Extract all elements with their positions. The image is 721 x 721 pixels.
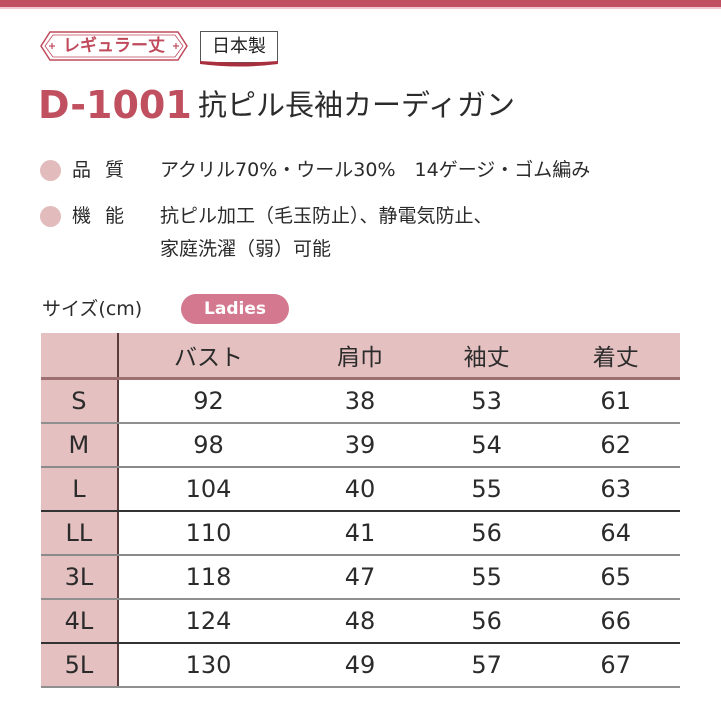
length-cell: 61: [551, 378, 680, 424]
size-unit-label: サイズ(cm): [42, 298, 143, 320]
table-row: 4L 124 48 56 66: [41, 599, 680, 644]
regular-length-badge: レギュラー丈: [40, 31, 188, 61]
table-row: L 104 40 55 63: [41, 467, 680, 512]
spec-value: アクリル70%・ウール30% 14ゲージ・ゴム編み: [160, 159, 591, 181]
spec-label: 機能: [72, 205, 139, 227]
table-row: LL 110 41 56 64: [41, 511, 680, 556]
spec-label: 品質: [72, 159, 139, 181]
length-cell: 65: [551, 555, 680, 600]
sleeve-cell: 53: [421, 378, 552, 424]
made-in-japan-badge: 日本製: [200, 31, 278, 69]
length-cell: 62: [551, 423, 680, 468]
regular-length-text: レギュラー丈: [63, 36, 165, 56]
table-row: M 98 39 54 62: [41, 423, 680, 468]
sleeve-cell: 56: [421, 511, 552, 556]
bust-cell: 92: [117, 378, 299, 424]
size-cell: 4L: [41, 599, 119, 644]
top-accent-bar: [0, 0, 721, 9]
shoulder-cell: 49: [298, 643, 422, 688]
bust-cell: 118: [117, 555, 299, 600]
bust-cell: 110: [117, 511, 299, 556]
sleeve-cell: 55: [421, 467, 552, 512]
table-row: S 92 38 53 61: [41, 378, 680, 424]
size-table: バスト 肩巾 袖丈 着丈 S 92 38 53 61 M 98 39 54 62…: [41, 333, 680, 688]
product-code: D-1001: [38, 83, 192, 127]
ribbon-icon: [200, 61, 278, 67]
ladies-category-badge: Ladies: [181, 294, 289, 324]
header-bust: バスト: [117, 333, 299, 380]
header-shoulder: 肩巾: [298, 333, 422, 380]
length-cell: 64: [551, 511, 680, 556]
bust-cell: 124: [117, 599, 299, 644]
size-cell: L: [41, 467, 119, 512]
sleeve-cell: 54: [421, 423, 552, 468]
size-cell: 3L: [41, 555, 119, 600]
product-name: 抗ピル長袖カーディガン: [198, 88, 515, 122]
sleeve-cell: 55: [421, 555, 552, 600]
bust-cell: 104: [117, 467, 299, 512]
bullet-dot-icon: [40, 206, 61, 227]
header-length: 着丈: [551, 333, 680, 380]
bullet-dot-icon: [40, 160, 61, 181]
shoulder-cell: 47: [298, 555, 422, 600]
sleeve-cell: 57: [421, 643, 552, 688]
shoulder-cell: 40: [298, 467, 422, 512]
shoulder-cell: 38: [298, 378, 422, 424]
table-header-row: バスト 肩巾 袖丈 着丈: [41, 333, 680, 380]
sleeve-cell: 56: [421, 599, 552, 644]
shoulder-cell: 39: [298, 423, 422, 468]
size-cell: M: [41, 423, 119, 468]
badge-frame-icon: [40, 31, 188, 61]
header-size: [41, 333, 119, 380]
size-cell: S: [41, 378, 119, 424]
size-cell: LL: [41, 511, 119, 556]
bust-cell: 98: [117, 423, 299, 468]
table-row: 3L 118 47 55 65: [41, 555, 680, 600]
shoulder-cell: 48: [298, 599, 422, 644]
length-cell: 63: [551, 467, 680, 512]
spec-value: 抗ピル加工（毛玉防止）、静電気防止、: [160, 205, 493, 227]
header-sleeve: 袖丈: [421, 333, 552, 380]
length-cell: 67: [551, 643, 680, 688]
spec-value-continued: 家庭洗濯（弱）可能: [160, 238, 332, 260]
made-in-japan-text: 日本製: [200, 31, 278, 63]
table-row: 5L 130 49 57 67: [41, 643, 680, 688]
size-cell: 5L: [41, 643, 119, 688]
bust-cell: 130: [117, 643, 299, 688]
shoulder-cell: 41: [298, 511, 422, 556]
length-cell: 66: [551, 599, 680, 644]
